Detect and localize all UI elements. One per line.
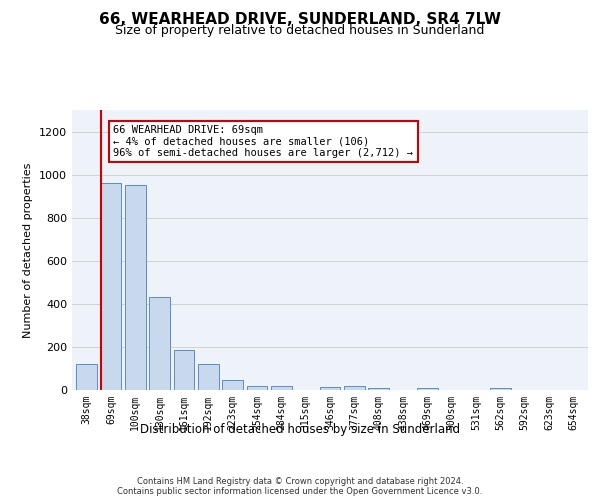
- Text: Contains public sector information licensed under the Open Government Licence v3: Contains public sector information licen…: [118, 488, 482, 496]
- Text: Contains HM Land Registry data © Crown copyright and database right 2024.: Contains HM Land Registry data © Crown c…: [137, 478, 463, 486]
- Bar: [320, 387, 340, 390]
- Text: 66 WEARHEAD DRIVE: 69sqm
← 4% of detached houses are smaller (106)
96% of semi-d: 66 WEARHEAD DRIVE: 69sqm ← 4% of detache…: [113, 125, 413, 158]
- Bar: [417, 388, 438, 390]
- Text: Size of property relative to detached houses in Sunderland: Size of property relative to detached ho…: [115, 24, 485, 37]
- Bar: [490, 388, 511, 390]
- Bar: [198, 364, 218, 390]
- Text: Distribution of detached houses by size in Sunderland: Distribution of detached houses by size …: [140, 422, 460, 436]
- Bar: [101, 183, 121, 390]
- Bar: [76, 364, 97, 390]
- Bar: [149, 298, 170, 390]
- Bar: [368, 388, 389, 390]
- Bar: [222, 380, 243, 390]
- Bar: [125, 186, 146, 390]
- Text: 66, WEARHEAD DRIVE, SUNDERLAND, SR4 7LW: 66, WEARHEAD DRIVE, SUNDERLAND, SR4 7LW: [99, 12, 501, 28]
- Bar: [271, 386, 292, 390]
- Y-axis label: Number of detached properties: Number of detached properties: [23, 162, 34, 338]
- Bar: [344, 386, 365, 390]
- Bar: [247, 386, 268, 390]
- Bar: [173, 350, 194, 390]
